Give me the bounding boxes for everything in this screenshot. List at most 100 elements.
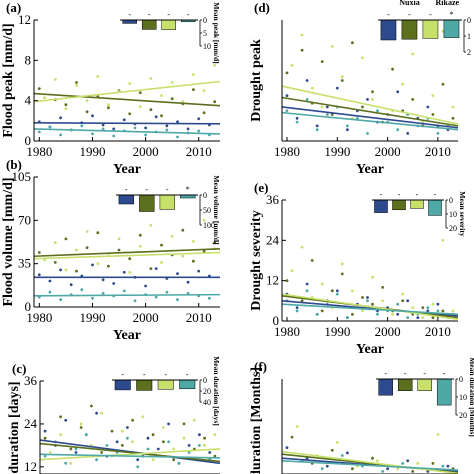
trend-line — [33, 122, 221, 125]
inset-bar — [114, 379, 131, 391]
inset-bar — [422, 19, 439, 39]
y-tick-label: 0 — [25, 133, 32, 148]
scatter-point — [43, 258, 46, 262]
scatter-point — [202, 111, 206, 115]
scatter-point — [416, 316, 420, 319]
inset-tick-label: 5 — [203, 29, 207, 38]
trend-line — [33, 248, 221, 258]
scatter-point — [85, 110, 89, 114]
scatter-point — [59, 415, 62, 419]
scatter-point — [396, 128, 400, 132]
scatter-point — [138, 91, 142, 94]
scatter-point — [162, 426, 165, 429]
scatter-point — [300, 299, 304, 303]
scatter-point — [181, 228, 185, 232]
scatter-point — [91, 114, 94, 118]
scatter-point — [396, 312, 400, 316]
inset-tick-label: 50 — [203, 206, 211, 215]
inset-bar — [443, 19, 460, 38]
scatter-point — [406, 299, 410, 303]
scatter-point — [79, 422, 83, 426]
scatter-point — [59, 133, 62, 137]
inset-bar — [122, 19, 137, 24]
scatter-point — [64, 461, 68, 465]
x-tick-label: 2010 — [186, 310, 212, 325]
scatter-point — [43, 454, 47, 458]
x-tick-label: 1980 — [274, 144, 300, 159]
scatter-point — [84, 433, 88, 437]
x-tick-label: 1980 — [26, 310, 52, 325]
panel-b: 0 35 70 105 1980 1990 2000 2010 (b) Flood volume … — [1, 157, 221, 343]
x-tick-label: 1980 — [274, 324, 300, 339]
inset-significance-mark: - — [398, 190, 401, 199]
scatter-point — [361, 309, 364, 313]
scatter-point — [366, 98, 369, 101]
inset-bar — [159, 194, 175, 210]
scatter-point — [162, 440, 165, 444]
x-tick-label: 2010 — [425, 324, 451, 339]
inset-significance-mark: - — [429, 10, 432, 19]
scatter-point — [208, 296, 211, 300]
x-tick-label: 1990 — [324, 324, 350, 339]
scatter-point — [346, 128, 349, 132]
inset-significance-mark: - — [380, 190, 383, 199]
scatter-point — [208, 451, 212, 454]
scatter-point — [69, 283, 73, 287]
scatter-point — [53, 78, 57, 81]
station-name: Rikaze — [436, 0, 460, 7]
scatter-point — [426, 309, 430, 313]
scatter-point — [340, 454, 344, 457]
scatter-point — [371, 275, 374, 279]
scatter-point — [335, 292, 339, 296]
scatter-point — [85, 99, 89, 103]
scatter-point — [436, 132, 440, 135]
scatter-point — [107, 103, 110, 107]
scatter-point — [100, 411, 104, 415]
y-tick-label: 8 — [25, 52, 32, 67]
scatter-point — [144, 284, 148, 288]
scatter-point — [120, 444, 124, 447]
panel-label: (d) — [254, 0, 270, 15]
scatter-point — [371, 90, 374, 94]
scatter-point — [411, 470, 415, 473]
scatter-point — [320, 309, 324, 313]
panel-c: 12 24 36(c) duration [days] - - - - 0 20 40 Mean du… — [7, 356, 221, 474]
scatter-point — [154, 295, 158, 299]
inset-tick-label: 100 — [203, 221, 215, 230]
panel-label: (b) — [6, 157, 22, 172]
scatter-point — [128, 257, 132, 261]
scatter-point — [406, 316, 410, 319]
inset-significance-mark: - — [143, 370, 146, 379]
scatter-point — [351, 467, 354, 471]
inset-bar — [136, 379, 153, 391]
scatter-point — [325, 105, 329, 109]
scatter-point — [136, 458, 140, 462]
scatter-point — [144, 126, 148, 130]
scatter-point — [290, 269, 294, 272]
scatter-point — [300, 48, 304, 52]
scatter-point — [451, 105, 455, 109]
scatter-point — [330, 289, 334, 293]
scatter-point — [366, 299, 369, 303]
scatter-point — [290, 64, 294, 67]
inset-tick-label: 10 — [203, 42, 211, 51]
scatter-point — [90, 404, 93, 408]
scatter-point — [421, 316, 425, 319]
scatter-point — [48, 125, 52, 129]
scatter-point — [37, 273, 41, 277]
y-tick-label: 35 — [18, 256, 31, 271]
scatter-point — [187, 444, 191, 447]
scatter-point — [295, 120, 299, 124]
scatter-point — [371, 302, 374, 306]
scatter-point — [53, 241, 57, 245]
station-name: Nuxia — [399, 0, 419, 7]
scatter-point — [160, 114, 163, 118]
x-tick-label: 2000 — [133, 144, 159, 159]
scatter-point — [138, 244, 142, 248]
scatter-point — [75, 269, 78, 273]
scatter-point — [401, 299, 405, 303]
scatter-point — [170, 97, 174, 101]
scatter-point — [80, 288, 84, 292]
scatter-point — [451, 309, 455, 313]
